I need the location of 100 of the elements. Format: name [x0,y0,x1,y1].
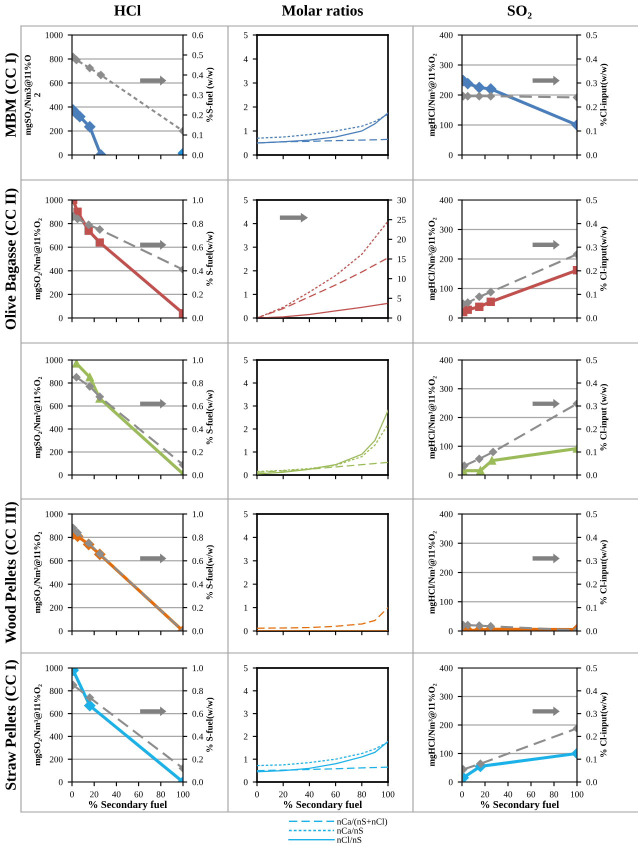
x-axis-title: % Secondary fuel [88,800,167,810]
y-tick-label: 0 [448,472,453,478]
y-tick-label: 0 [58,152,63,158]
x-tick-label: 0 [255,791,259,798]
x-axis-title: % Secondary fuel [284,800,362,810]
y2-tick-label: 0.8 [192,380,203,386]
y-tick-label: 400 [440,511,453,518]
y-tick-label: 100 [440,443,453,450]
y-axis-title: mgHCl/Nm³@11%O₂ [428,684,437,766]
y-tick-label: 4 [244,688,248,694]
y2-tick-label: 0.5 [586,511,597,518]
y-tick-label: 400 [440,665,453,672]
y2-tick-label: 0.4 [586,534,598,541]
y-tick-label: 200 [440,256,453,262]
y2-tick-label: 0.6 [192,558,204,564]
y-tick-label: 300 [440,226,453,233]
y2-tick-label: 0.1 [586,449,597,456]
y2-tick-label: 0.3 [192,92,203,98]
x-tick-label: 60 [134,791,143,798]
y-tick-label: 800 [50,688,63,694]
y2-tick-label: 0.0 [586,779,597,786]
y2-tick-label: 1.0 [192,357,203,364]
y-tick-label: 400 [50,581,63,588]
y2-tick-label: 0.3 [586,80,597,86]
x-tick-label: 80 [358,791,366,798]
y2-axis-title: % Cl-input(w/w) [600,692,608,757]
x-axis-title: % Secondary fuel [480,800,559,810]
y-tick-label: 1 [244,128,248,134]
text: Wood Pellets (CC III) [5,502,19,644]
y2-tick-label: 0.0 [192,152,203,158]
y2-axis-title: % Cl-input(w/w) [600,540,608,604]
y-tick-label: 200 [440,414,453,421]
y-tick-label: 200 [440,722,453,728]
y-tick-label: 2 [244,426,248,432]
y2-tick-label: 0.0 [586,628,597,634]
y-tick-label: 0 [244,472,248,478]
y2-tick-label: 0.1 [586,292,597,298]
x-tick-label: 60 [331,791,340,798]
y-tick-label: 400 [440,32,453,38]
y2-tick-label: 0.0 [586,472,597,478]
y2-tick-label: 0.3 [586,403,597,410]
y2-tick-label: 0.4 [192,734,204,740]
x-tick-label: 80 [156,791,165,798]
y-tick-label: 300 [440,540,453,546]
y-tick-label: 800 [50,220,63,227]
y2-tick-label: 30 [397,197,406,204]
y2-axis-title: % Cl-input(w/w) [600,226,608,291]
y-tick-label: 400 [440,197,453,204]
y-tick-label: 200 [50,128,63,134]
y-tick-label: 0 [244,152,248,158]
y2-tick-label: 0.6 [192,32,204,38]
y2-tick-label: 0.2 [192,449,203,456]
y-tick-label: 5 [244,665,248,672]
y-tick-label: 5 [244,511,248,518]
y-tick-label: 400 [50,104,63,110]
y-tick-label: 4 [244,534,248,541]
y-tick-label: 0 [58,472,63,478]
y-axis-title: mgSO₂/Nm3@11%O 2 [24,55,40,136]
y-tick-label: 600 [50,710,63,717]
y2-tick-label: 0.5 [586,32,597,38]
y-tick-label: 600 [50,403,63,410]
y-tick-label: 600 [50,80,63,86]
y-tick-label: 400 [50,268,63,274]
y-axis-title: mgSO₂/Nm³@11%O₂ [34,532,42,614]
y-tick-label: 1000 [46,197,63,204]
y2-tick-label: 0.0 [192,315,203,322]
y2-tick-label: 0.5 [586,357,597,364]
y-axis-title: mgHCl/Nm³@11%O₂ [428,218,437,300]
y2-tick-label: 10 [398,276,406,282]
y2-tick-label: 0.2 [586,581,597,588]
y-tick-label: 2 [244,581,248,588]
y-tick-label: 200 [50,604,63,611]
y2-tick-label: 0.0 [192,472,203,478]
text: Straw Pellets (CC I) [5,660,19,790]
y2-axis-title: % S-fuel(w/w) [206,232,214,286]
y-tick-label: 2 [244,734,248,740]
y-tick-label: 3 [244,244,248,250]
y-tick-label: 0 [58,628,63,634]
y-tick-label: 400 [440,357,453,364]
y2-tick-label: 0.4 [192,426,204,432]
y2-tick-label: 0.4 [192,72,204,78]
y2-tick-label: 20 [397,236,406,243]
y-tick-label: 4 [244,380,248,386]
y-tick-label: 2 [244,268,248,274]
y-tick-label: 5 [244,197,248,204]
y2-tick-label: 0.2 [192,604,203,611]
y2-tick-label: 0.5 [192,52,203,58]
y2-axis-title: %Cl-input(w/w) [600,64,608,126]
y2-tick-label: 0.1 [586,604,597,611]
y-tick-label: 5 [244,32,248,38]
text: MBM (CC I) [5,53,19,138]
x-tick-label: 100 [571,791,584,798]
y-tick-label: 1 [244,756,248,762]
y-tick-label: 300 [440,62,453,68]
y-tick-label: 0 [244,628,248,634]
x-tick-label: 20 [90,791,98,798]
y-tick-label: 1 [244,604,248,611]
y-axis-title: mgHCl/Nm³@11%O₂ [428,376,437,459]
x-tick-label: 60 [526,791,536,798]
y-tick-label: 800 [50,380,63,386]
